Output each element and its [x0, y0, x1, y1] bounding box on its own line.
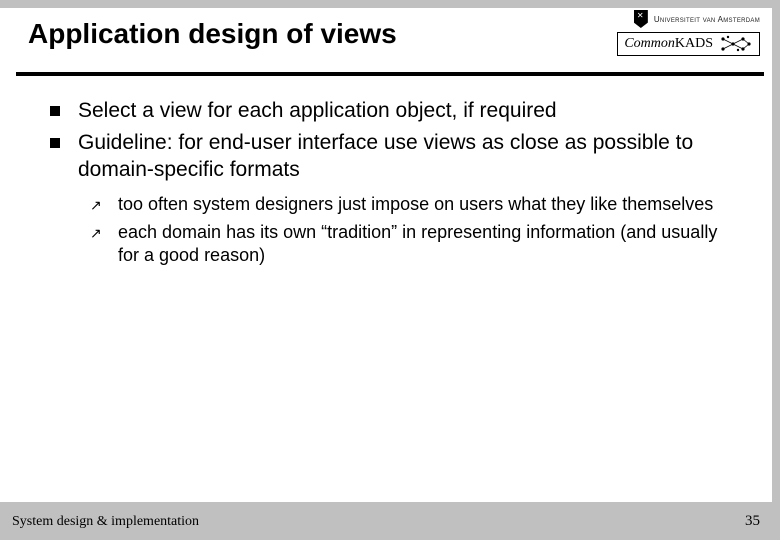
arrow-bullet-icon: ↗ — [90, 225, 104, 242]
page-number: 35 — [745, 513, 760, 530]
frame-right — [772, 0, 780, 540]
bullet-text: Select a view for each application objec… — [78, 98, 557, 124]
university-logo: Universiteit van Amsterdam — [605, 10, 760, 28]
commonkads-italic: Common — [624, 36, 675, 51]
page-title: Application design of views — [28, 18, 600, 50]
arrow-bullet-icon: ↗ — [90, 197, 104, 214]
sub-bullet-text: each domain has its own “tradition” in r… — [118, 221, 740, 266]
sub-bullet-item: ↗ too often system designers just impose… — [90, 193, 740, 216]
logos-block: Universiteit van Amsterdam CommonKADS — [605, 10, 760, 56]
main-bullet-list: Select a view for each application objec… — [50, 98, 740, 183]
network-icon — [719, 35, 753, 53]
square-bullet-icon — [50, 138, 60, 148]
sub-bullet-item: ↗ each domain has its own “tradition” in… — [90, 221, 740, 266]
university-name: Universiteit van Amsterdam — [654, 15, 760, 24]
commonkads-logo: CommonKADS — [605, 32, 760, 56]
frame-top — [0, 0, 780, 8]
commonkads-text: CommonKADS — [624, 36, 713, 52]
commonkads-box: CommonKADS — [617, 32, 760, 56]
sub-bullet-list: ↗ too often system designers just impose… — [90, 193, 740, 267]
bullet-item: Guideline: for end-user interface use vi… — [50, 130, 740, 183]
square-bullet-icon — [50, 106, 60, 116]
title-rule — [16, 72, 764, 76]
bullet-item: Select a view for each application objec… — [50, 98, 740, 124]
sub-bullet-text: too often system designers just impose o… — [118, 193, 713, 216]
content-area: Select a view for each application objec… — [50, 98, 740, 272]
title-area: Application design of views — [28, 18, 600, 50]
crest-icon — [634, 10, 648, 28]
footer-title: System design & implementation — [12, 514, 199, 530]
bullet-text: Guideline: for end-user interface use vi… — [78, 130, 740, 183]
commonkads-plain: KADS — [675, 36, 713, 51]
